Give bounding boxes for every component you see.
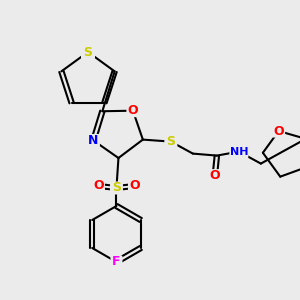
Text: O: O bbox=[128, 104, 138, 117]
Text: NH: NH bbox=[230, 147, 248, 157]
Text: O: O bbox=[93, 179, 104, 193]
Text: F: F bbox=[112, 256, 121, 268]
Text: O: O bbox=[273, 124, 284, 137]
Text: N: N bbox=[88, 134, 99, 147]
Text: S: S bbox=[112, 182, 121, 194]
Text: O: O bbox=[210, 169, 220, 182]
Text: O: O bbox=[129, 179, 140, 193]
FancyBboxPatch shape bbox=[81, 45, 95, 59]
FancyBboxPatch shape bbox=[164, 135, 177, 148]
Text: S: S bbox=[83, 46, 92, 59]
FancyBboxPatch shape bbox=[126, 104, 140, 117]
FancyBboxPatch shape bbox=[110, 256, 122, 268]
FancyBboxPatch shape bbox=[208, 169, 221, 182]
FancyBboxPatch shape bbox=[110, 182, 123, 194]
FancyBboxPatch shape bbox=[92, 179, 105, 193]
FancyBboxPatch shape bbox=[128, 179, 141, 193]
FancyBboxPatch shape bbox=[272, 124, 285, 137]
FancyBboxPatch shape bbox=[87, 134, 100, 147]
FancyBboxPatch shape bbox=[230, 145, 248, 158]
Text: S: S bbox=[167, 135, 176, 148]
